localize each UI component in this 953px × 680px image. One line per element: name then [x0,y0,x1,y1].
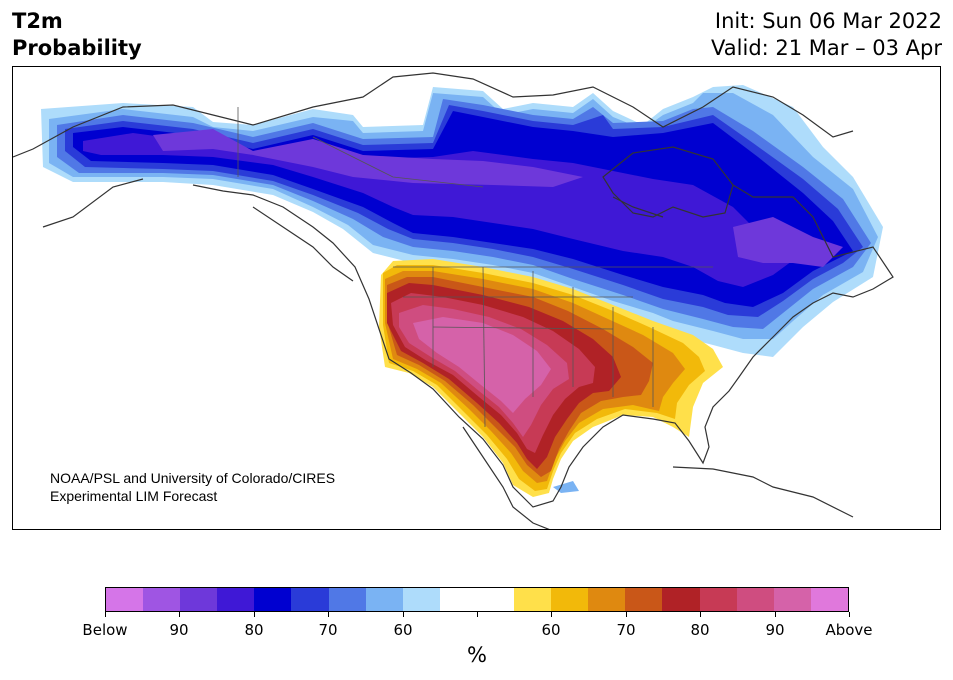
colorbar-segment [476,588,515,611]
above-normal-region [413,317,551,413]
colorbar-segment [439,588,477,611]
colorbar-tick-label: 60 [541,621,561,639]
forecast-dates: Init: Sun 06 Mar 2022 Valid: 21 Mar – 03… [711,8,942,62]
colorbar [105,587,849,612]
colorbar-segment [291,588,329,611]
colorbar-tick-label: 90 [169,621,189,639]
colorbar-tick [328,612,329,617]
below-normal-region [153,129,583,187]
state-borders [237,107,713,428]
above-normal-region [553,481,579,493]
colorbar-segment [588,588,626,611]
colorbar-segment [551,588,589,611]
colorbar-segment [736,588,774,611]
map-title: T2m Probability [12,8,142,62]
colorbar-segment [106,588,144,611]
colorbar-tick-label: 70 [318,621,338,639]
colorbar-tick [403,612,404,617]
colorbar-segment [662,588,700,611]
coastlines [13,72,894,529]
colorbar-tick [849,612,850,617]
colorbar-segment [143,588,181,611]
map-panel: NOAA/PSL and University of Colorado/CIRE… [12,66,941,530]
colorbar-tick [626,612,627,617]
colorbar-segment [365,588,403,611]
colorbar-segment [402,588,440,611]
colorbar-tick [700,612,701,617]
colorbar-tick [179,612,180,617]
colorbar-segment [699,588,737,611]
title-metric: Probability [12,36,142,60]
below-normal-region [733,217,843,267]
colorbar-unit: % [467,643,487,667]
colorbar-segment [328,588,366,611]
colorbar-tick-label: 70 [616,621,636,639]
colorbar-segment [514,588,552,611]
credit-line-2: Experimental LIM Forecast [50,488,217,504]
colorbar-segment [773,588,811,611]
colorbar-segment [217,588,255,611]
colorbar-segment [810,588,848,611]
colorbar-tick-label: 80 [244,621,264,639]
colorbar-tick-label: 60 [393,621,413,639]
colorbar-tick [105,612,106,617]
valid-period: Valid: 21 Mar – 03 Apr [711,36,942,60]
colorbar-tick [477,612,478,617]
colorbar-tick-label: 90 [765,621,785,639]
colorbar-tick [551,612,552,617]
init-date: Init: Sun 06 Mar 2022 [714,9,942,33]
colorbar-tick-label: 80 [690,621,710,639]
colorbar-segment [254,588,292,611]
below-normal-region [83,133,803,287]
colorbar-segment [180,588,218,611]
colorbar-tick-label: Above [825,621,873,639]
colorbar-tick [775,612,776,617]
credit-line-1: NOAA/PSL and University of Colorado/CIRE… [50,470,335,486]
title-variable: T2m [12,9,63,33]
colorbar-tick [254,612,255,617]
colorbar-tick-label: Below [82,621,128,639]
colorbar-segment [625,588,663,611]
probability-map: NOAA/PSL and University of Colorado/CIRE… [13,72,894,529]
